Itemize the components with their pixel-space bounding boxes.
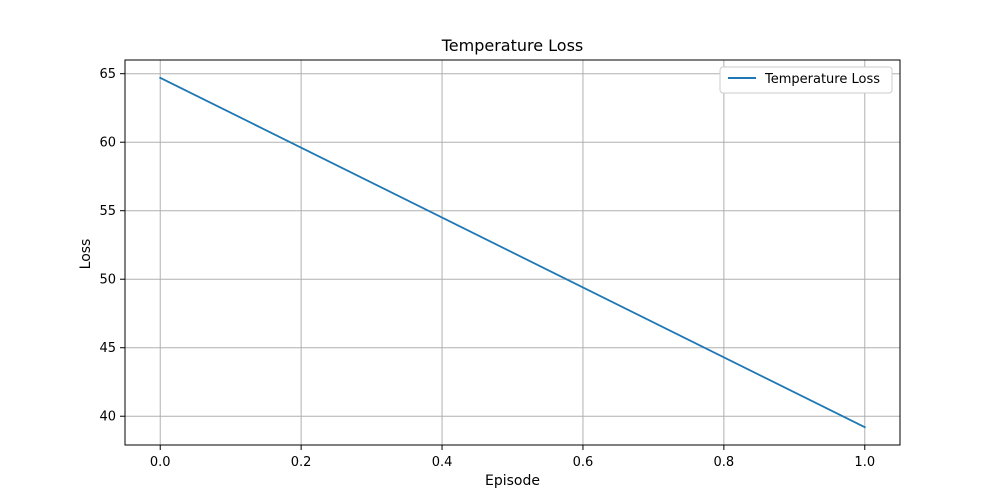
- plot-frame: [124, 59, 901, 446]
- y-axis-label: Loss: [78, 239, 94, 270]
- y-tick-label: 60: [99, 136, 116, 151]
- grid: [125, 60, 900, 445]
- x-tick-label: 0.2: [291, 455, 312, 470]
- x-tick-label: 0.6: [573, 455, 594, 470]
- x-axis-label: Episode: [485, 473, 540, 489]
- x-tick-label: 0.8: [714, 455, 735, 470]
- y-tick-label: 40: [99, 410, 116, 425]
- legend-box: [719, 66, 893, 94]
- y-axis-ticks: 40 45 50 55 60 65: [99, 67, 125, 425]
- y-tick-label: 55: [99, 204, 116, 219]
- series-layer: [159, 76, 866, 429]
- legend-label: Temperature Loss: [764, 72, 880, 87]
- y-tick-label: 65: [99, 67, 116, 82]
- series-line-temperature-loss: [159, 76, 866, 429]
- x-tick-label: 0.4: [432, 455, 453, 470]
- chart-title: Temperature Loss: [441, 36, 584, 55]
- x-tick-label: 0.0: [150, 455, 171, 470]
- legend: Temperature Loss: [719, 66, 893, 94]
- y-tick-label: 50: [99, 273, 116, 288]
- x-axis-ticks: 0.0 0.2 0.4 0.6 0.8 1.0: [150, 445, 875, 470]
- x-tick-label: 1.0: [854, 455, 875, 470]
- y-tick-label: 45: [99, 341, 116, 356]
